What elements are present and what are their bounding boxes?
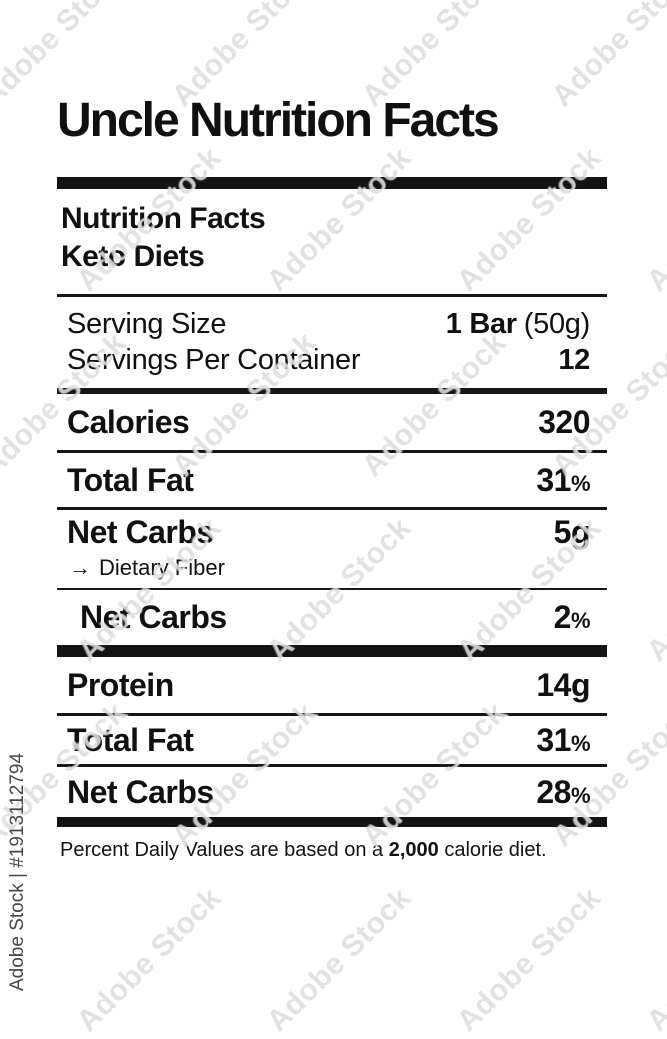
adobe-stock-watermark: Adobe Stock — [165, 0, 323, 114]
adobe-stock-watermark: Adobe Stock — [545, 326, 667, 484]
adobe-stock-watermark: Adobe Stock — [70, 511, 228, 669]
adobe-stock-watermark: Adobe Stock — [165, 326, 323, 484]
servings-per-container-value: 12 — [558, 343, 590, 376]
serving-size-amount: 1 Bar — [445, 307, 517, 340]
protein-row: Protein 14g — [57, 657, 607, 716]
adobe-stock-watermark: Adobe Stock — [0, 0, 133, 114]
adobe-stock-watermark: Adobe Stock — [355, 696, 513, 854]
adobe-stock-watermark: Adobe Stock — [0, 326, 133, 484]
net-carbs-row-2: Net Carbs 2% — [57, 590, 607, 645]
net-carbs-row-3: Net Carbs 28% — [57, 767, 607, 817]
adobe-stock-watermark: Adobe Stock — [545, 0, 667, 114]
calories-row: Calories 320 — [57, 394, 607, 453]
protein-value: 14g — [536, 666, 590, 703]
net-carbs-label: Net Carbs — [67, 513, 214, 550]
adobe-stock-watermark: Adobe Stock — [165, 696, 323, 854]
total-fat-label: Total Fat — [67, 721, 194, 758]
servings-per-container-row: Servings Per Container 12 — [57, 342, 607, 378]
serving-size-label: Serving Size — [67, 307, 227, 340]
adobe-stock-watermark: Adobe Stock — [355, 0, 513, 114]
net-carbs-value: 28% — [536, 773, 590, 810]
adobe-stock-watermark: Adobe Stock — [545, 696, 667, 854]
daily-values-footnote: Percent Daily Values are based on a 2,00… — [60, 839, 547, 861]
adobe-stock-watermark: Adobe Stock — [70, 881, 228, 1039]
adobe-stock-watermark: Adobe Stock — [450, 511, 608, 669]
net-carbs-row-1: Net Carbs 5g — [57, 510, 607, 554]
adobe-stock-watermark: Adobe Stock — [70, 141, 228, 299]
page-title: Uncle Nutrition Facts — [57, 94, 500, 147]
total-fat-label: Total Fat — [67, 461, 194, 498]
net-carbs-label: Net Carbs — [80, 599, 227, 635]
divider-bar-top — [57, 177, 607, 189]
adobe-stock-watermark: Adobe Stock — [640, 511, 667, 669]
dietary-fiber-row: → Dietary Fiber — [57, 554, 607, 582]
right-arrow-icon: → — [69, 555, 91, 580]
rule-medium — [57, 388, 607, 394]
adobe-stock-watermark: Adobe Stock — [450, 141, 608, 299]
total-fat-value: 31% — [536, 461, 590, 498]
net-carbs-group: Net Carbs 5g → Dietary Fiber — [57, 510, 607, 590]
divider-bar-middle — [57, 645, 607, 657]
protein-label: Protein — [67, 666, 174, 703]
divider-bar-bottom — [57, 817, 607, 827]
adobe-stock-watermark: Adobe Stock — [260, 141, 418, 299]
adobe-stock-watermark: Adobe Stock — [640, 881, 667, 1039]
label-subheading: Keto Diets — [61, 240, 205, 273]
adobe-stock-watermark: Adobe Stock — [355, 326, 513, 484]
stock-credit-label: Adobe Stock | #1913112794 — [7, 752, 28, 991]
adobe-stock-watermark: Adobe Stock — [450, 881, 608, 1039]
total-fat-row-1: Total Fat 31% — [57, 453, 607, 510]
net-carbs-label: Net Carbs — [67, 773, 214, 810]
label-heading: Nutrition Facts — [61, 202, 266, 235]
servings-per-container-label: Servings Per Container — [67, 343, 361, 376]
serving-size-weight: (50g) — [523, 307, 591, 340]
serving-size-row: Serving Size 1 Bar (50g) — [57, 306, 607, 342]
dietary-fiber-label: Dietary Fiber — [99, 555, 225, 580]
adobe-stock-watermark: Adobe Stock — [260, 881, 418, 1039]
net-carbs-value: 5g — [553, 513, 591, 550]
total-fat-value: 31% — [536, 721, 590, 758]
nutrition-label: Uncle Nutrition Facts Nutrition Facts Ke… — [57, 0, 607, 1000]
calories-value: 320 — [538, 403, 590, 440]
net-carbs-value: 2% — [553, 599, 591, 635]
rule-under-heading — [57, 294, 607, 297]
label-heading-block: Nutrition Facts Keto Diets — [57, 200, 607, 276]
calories-label: Calories — [67, 403, 190, 440]
adobe-stock-watermark: Adobe Stock — [640, 141, 667, 299]
serving-size-value: 1 Bar (50g) — [445, 307, 591, 341]
total-fat-row-2: Total Fat 31% — [57, 716, 607, 767]
adobe-stock-watermark: Adobe Stock — [260, 511, 418, 669]
